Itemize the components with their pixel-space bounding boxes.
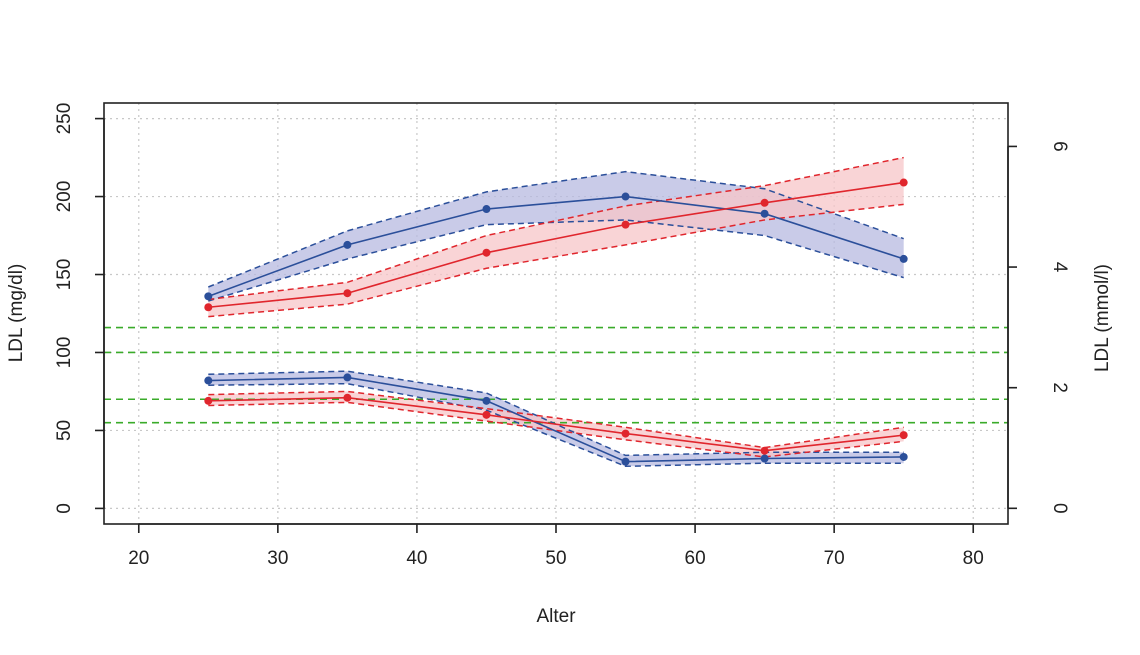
y-tick-label-left-4: 200 [54,181,75,213]
point-series-0-5 [899,254,908,263]
point-series-0-2 [482,205,491,214]
band-series-1 [208,157,904,317]
point-series-3-2 [482,410,491,419]
point-series-3-5 [899,431,908,440]
line-series-1 [208,181,904,309]
point-series-0-3 [621,192,630,201]
x-tick-label-3: 50 [545,548,566,569]
y-tick-label-right-3: 6 [1049,141,1070,152]
point-series-2-5 [899,452,908,461]
line-series-3 [208,396,904,452]
y-tick-label-left-1: 50 [54,420,75,441]
point-series-2-3 [621,457,630,466]
y-tick-label-left-0: 0 [54,503,75,514]
x-tick-label-5: 70 [824,548,845,569]
band-lower-series-0 [208,219,904,302]
point-series-0-0 [204,292,213,301]
band-series-2 [208,371,904,467]
point-series-3-0 [204,396,213,405]
band-lower-series-1 [208,203,904,318]
point-series-1-1 [343,289,352,298]
point-series-0-4 [760,209,769,218]
point-series-1-5 [899,178,908,187]
x-axis-title: Alter [536,606,576,627]
point-series-3-4 [760,446,769,455]
series-lines [204,156,908,468]
band-lower-series-3 [208,401,904,458]
confidence-bands [208,157,904,467]
y-tick-label-left-5: 250 [54,103,75,135]
y-axis-title-left: LDL (mg/dl) [6,264,27,363]
point-series-1-0 [204,303,213,312]
point-series-3-1 [343,393,352,402]
y-tick-label-left-2: 100 [54,337,75,369]
y-tick-label-left-3: 150 [54,259,75,291]
y-tick-label-right-2: 4 [1049,262,1070,273]
x-tick-label-4: 60 [685,548,706,569]
y-tick-label-right-0: 0 [1049,503,1070,514]
point-series-1-4 [760,198,769,207]
point-series-2-4 [760,454,769,463]
x-tick-label-6: 80 [963,548,984,569]
x-tick-label-2: 40 [406,548,427,569]
band-upper-series-2 [208,370,904,457]
line-series-2 [208,376,904,463]
x-tick-label-0: 20 [128,548,149,569]
x-tick-label-1: 30 [267,548,288,569]
point-series-3-3 [621,429,630,438]
point-series-2-2 [482,396,491,405]
point-series-2-1 [343,373,352,382]
point-series-1-3 [621,220,630,229]
point-series-1-2 [482,248,491,257]
band-upper-series-1 [208,156,904,301]
y-axis-title-right: LDL (mmol/l) [1092,264,1113,372]
y-tick-label-right-1: 2 [1049,382,1070,393]
band-upper-series-0 [208,170,904,288]
point-series-0-1 [343,240,352,249]
band-upper-series-3 [208,390,904,449]
axes: 20 30 40 50 60 70 80 0 50 100 150 200 250 0 2 4 6 [54,102,1070,569]
band-lower-series-2 [208,382,904,468]
point-series-2-0 [204,376,213,385]
line-series-0 [208,195,904,298]
